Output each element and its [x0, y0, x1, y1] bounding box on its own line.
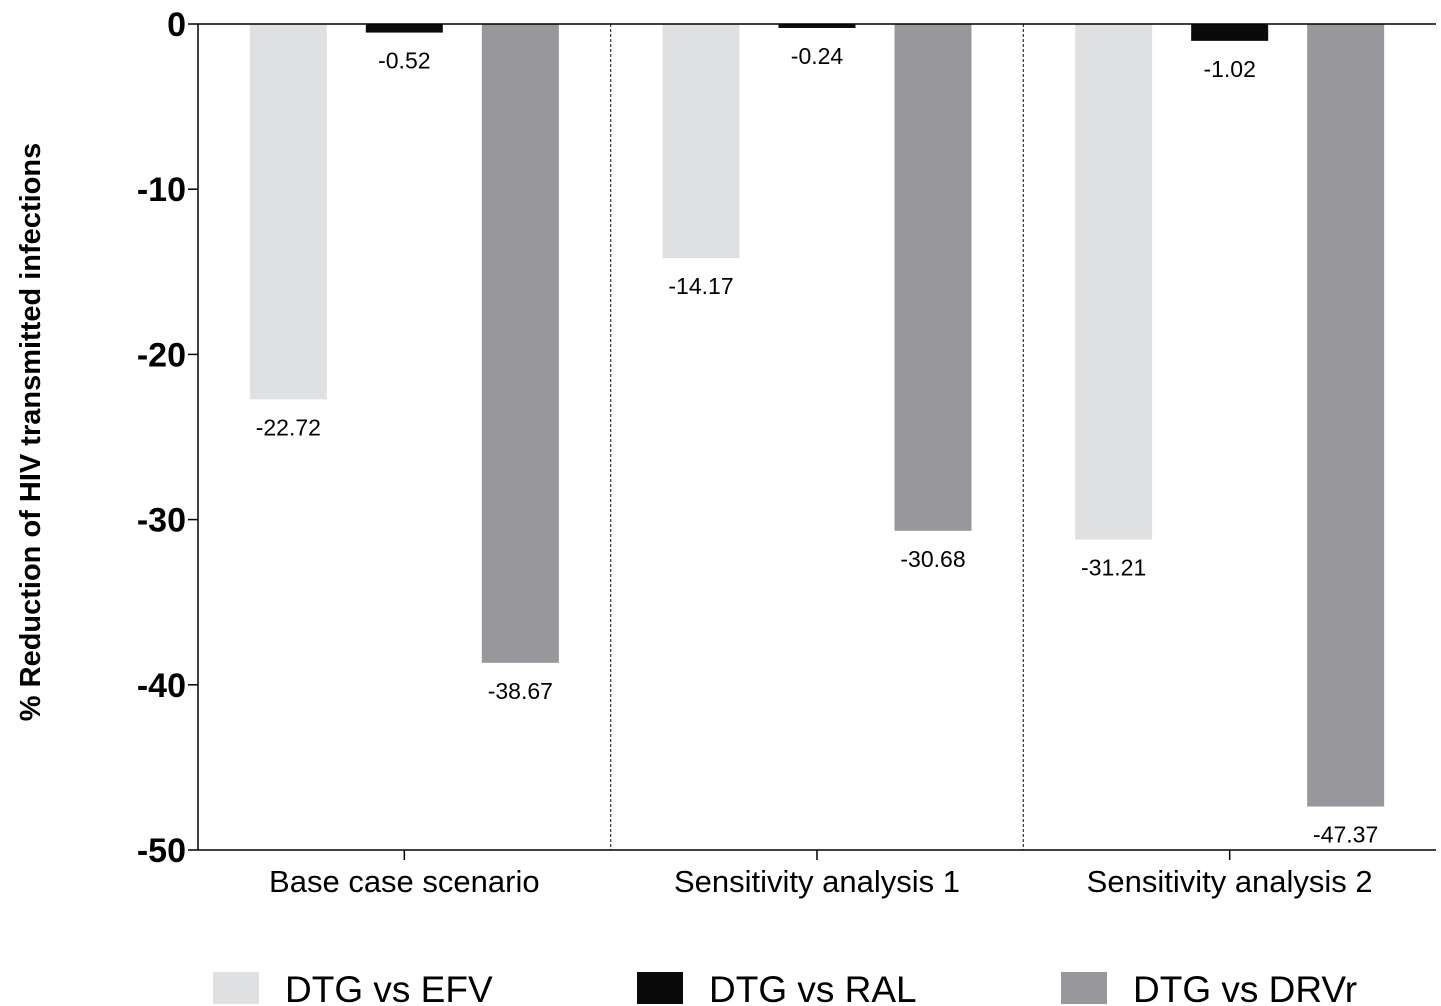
bar [1307, 24, 1385, 807]
legend-swatch [1061, 972, 1107, 1004]
y-axis-title: % Reduction of HIV transmitted infection… [15, 143, 47, 721]
data-label: -30.68 [900, 546, 965, 572]
y-tick-label: -10 [137, 171, 186, 209]
legend-swatch [213, 972, 259, 1004]
data-label: -22.72 [256, 414, 321, 440]
x-category-label: Sensitivity analysis 1 [674, 864, 960, 899]
x-category-labels: Base case scenario Sensitivity analysis 1… [269, 864, 1373, 899]
y-tick-labels: 0 -10 -20 -30 -40 -50 [137, 6, 186, 870]
bar [1191, 24, 1269, 41]
bar [481, 24, 559, 663]
legend: DTG vs EFV DTG vs RAL DTG vs DRVr [213, 969, 1357, 1006]
data-label: -47.37 [1313, 822, 1378, 848]
data-label: -0.24 [791, 43, 844, 69]
data-label: -38.67 [488, 678, 553, 704]
x-category-label: Base case scenario [269, 864, 540, 899]
legend-label: DTG vs DRVr [1133, 969, 1357, 1006]
bars [249, 24, 1385, 807]
bar [662, 24, 740, 259]
y-tick-label: -30 [137, 502, 186, 540]
bar [894, 24, 972, 531]
bar [365, 24, 443, 33]
bar [778, 24, 856, 28]
y-tick-label: -20 [137, 336, 186, 374]
data-labels: -22.72 -0.52 -38.67 -14.17 -0.24 -30.68 -31.21… [256, 43, 1379, 848]
bar [249, 24, 327, 400]
y-tick-label: -40 [137, 667, 186, 705]
data-label: -14.17 [668, 273, 733, 299]
bar [1075, 24, 1153, 540]
data-label: -0.52 [378, 48, 430, 74]
axes [188, 23, 1436, 860]
x-category-label: Sensitivity analysis 2 [1087, 864, 1373, 899]
legend-swatch [637, 972, 683, 1004]
data-label: -1.02 [1203, 56, 1255, 82]
legend-label: DTG vs EFV [285, 969, 493, 1006]
group-separators [610, 24, 1024, 850]
y-tick-label: 0 [167, 6, 186, 44]
legend-label: DTG vs RAL [709, 969, 917, 1006]
data-label: -31.21 [1081, 555, 1146, 581]
y-tick-label: -50 [137, 832, 186, 870]
